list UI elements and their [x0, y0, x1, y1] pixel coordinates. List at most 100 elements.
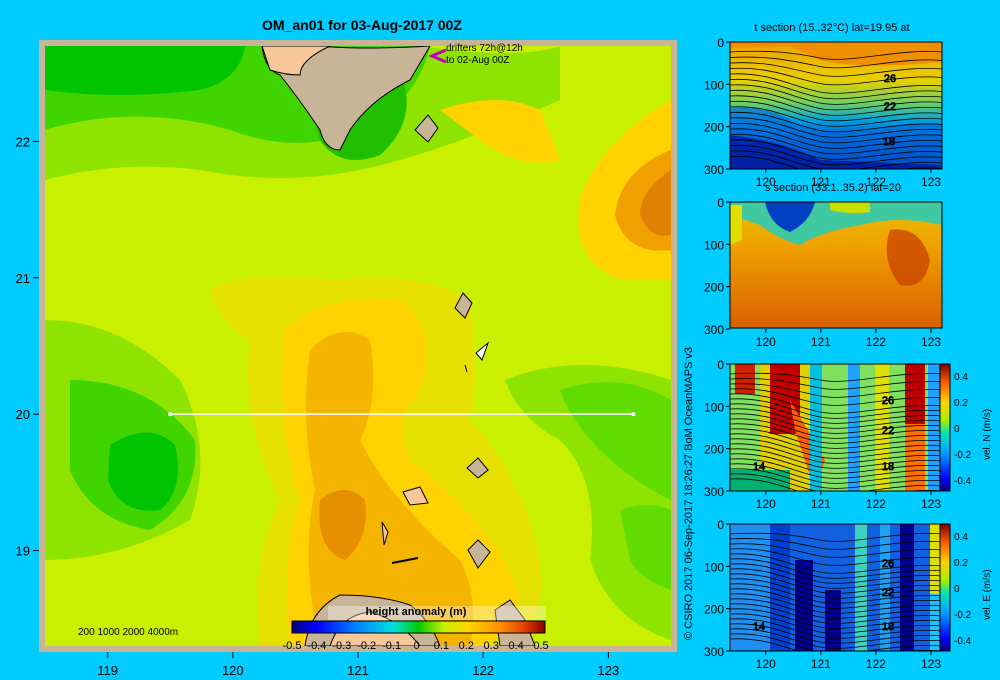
section-y-tick-label: 300	[704, 323, 724, 337]
section-y-tick-label: 300	[704, 163, 724, 177]
isotherm-line	[730, 106, 942, 127]
isotherm-line	[730, 418, 942, 439]
colorbar-tick-label: 0.1	[434, 640, 449, 652]
credit-text: © CSIRO 2017 06-Sep-2017 18:26:27 BoM Oc…	[683, 347, 695, 640]
isotherm-line	[730, 100, 942, 122]
section-x-tick-label: 121	[811, 335, 831, 349]
section-y-tick-label: 100	[704, 78, 724, 92]
section-x-tick-label: 123	[921, 497, 941, 511]
section-colorbar-tick-label: -0.2	[954, 610, 972, 621]
section-x-tick-label: 120	[756, 335, 776, 349]
t-section-title: t section (15..32°C) lat=19.95 at	[754, 22, 909, 34]
isotherm-line	[730, 139, 942, 160]
vel-n-colorbar-label: vel. N (m/s)	[982, 409, 993, 460]
section-colorbar-tick-label: -0.2	[954, 450, 972, 461]
y-tick-label: 21	[16, 271, 30, 286]
colorbar-tick-label: 0.3	[484, 640, 499, 652]
colorbar-tick-label: 0	[413, 640, 419, 652]
isotherm-line	[730, 62, 942, 77]
isotherm-line	[730, 633, 942, 651]
colorbar-ticks: -0.5 -0.4 -0.3 -0.2 -0.1 0 0.1 0.2 0.3 0.4 0.5	[283, 640, 549, 652]
section-y-tick-label: 200	[704, 603, 724, 617]
map-y-ticks: 22 21 20 19	[16, 134, 39, 559]
isotherm-line	[730, 448, 942, 469]
isotherm-line	[730, 372, 942, 382]
isotherm-line	[730, 78, 942, 100]
section-y-tick-label: 100	[704, 238, 724, 252]
drifters-label-line1: drifters 72h@12h	[446, 43, 523, 54]
section-x-tick-label: 122	[866, 497, 886, 511]
section-x-tick-label: 123	[921, 175, 941, 189]
x-tick-label: 119	[97, 663, 118, 678]
section-endpoint	[168, 412, 173, 417]
colorbar-tick-label: 0.4	[508, 640, 523, 652]
x-tick-label: 120	[222, 663, 244, 678]
isotherm-line	[730, 383, 942, 398]
section-line	[168, 412, 636, 417]
section-y-tick-label: 0	[717, 36, 724, 50]
height-colorbar	[291, 620, 546, 634]
x-tick-label: 121	[347, 663, 369, 678]
isotherm-line	[730, 388, 942, 406]
section-y-tick-label: 0	[717, 518, 724, 532]
section-y-tick-label: 200	[704, 121, 724, 135]
section-colorbar-tick-label: -0.4	[954, 476, 972, 487]
isotherm-line	[730, 593, 942, 614]
section-colorbar-tick-label: 0.4	[954, 372, 968, 383]
contour-label: 14	[753, 461, 765, 473]
section-colorbar-tick-label: 0.4	[954, 532, 968, 543]
isotherm-line	[730, 608, 942, 629]
isotherm-line	[730, 438, 942, 459]
map-x-ticks: 119 120 121 122 123	[97, 652, 619, 678]
isotherm-line	[730, 578, 942, 599]
section-colorbar-tick-label: 0	[954, 584, 960, 595]
isotherm-line	[730, 413, 942, 434]
isotherm-line	[730, 403, 942, 424]
y-tick-label: 20	[16, 407, 30, 422]
t-section-panel: t section (15..32°C) lat=19.95 at 26 22 18…	[704, 22, 943, 189]
isotherm-line	[730, 398, 942, 419]
x-tick-label: 123	[598, 663, 620, 678]
isotherm-line	[730, 95, 942, 116]
isotherm-line	[730, 568, 942, 589]
isotherm-line	[730, 478, 942, 491]
contour-label: 26	[884, 73, 896, 85]
isotherm-line	[730, 443, 942, 464]
section-x-tick-label: 122	[866, 657, 886, 671]
section-y-tick-label: 200	[704, 443, 724, 457]
isotherm-line	[730, 583, 942, 604]
section-x-tick-label: 121	[811, 657, 831, 671]
isotherm-line	[730, 613, 942, 634]
isotherm-line	[730, 453, 942, 474]
isotherm-line	[730, 128, 942, 149]
isotherm-line	[730, 408, 942, 429]
section-colorbar-tick-label: 0.2	[954, 558, 968, 569]
isotherm-line	[730, 538, 942, 550]
section-x-tick-label: 123	[921, 335, 941, 349]
isotherm-line	[730, 618, 942, 639]
isotherm-line	[730, 73, 942, 94]
isotherm-line	[730, 563, 942, 584]
isotherm-line	[730, 532, 942, 542]
isotherm-line	[730, 423, 942, 444]
isotherm-line	[730, 558, 942, 579]
colorbar-tick-label: -0.3	[332, 640, 351, 652]
isotherm-line	[730, 468, 942, 489]
isotherm-line	[730, 433, 942, 454]
isotherm-line	[730, 117, 942, 138]
section-x-tick-label: 123	[921, 657, 941, 671]
isotherm-line	[730, 393, 942, 414]
isotherm-line	[730, 543, 942, 558]
x-tick-label: 122	[472, 663, 494, 678]
section-colorbar-tick-label: 0.2	[954, 398, 968, 409]
isotherm-line	[730, 89, 942, 111]
depth-legend: 200 1000 2000 4000m	[78, 627, 178, 638]
vel-n-colorbar	[939, 363, 951, 492]
isotherm-line	[730, 111, 942, 133]
isotherm-line	[730, 50, 942, 60]
section-x-tick-label: 120	[756, 175, 776, 189]
y-tick-label: 19	[16, 544, 30, 559]
drifter-arrow-icon	[428, 48, 447, 64]
section-y-tick-label: 100	[704, 560, 724, 574]
